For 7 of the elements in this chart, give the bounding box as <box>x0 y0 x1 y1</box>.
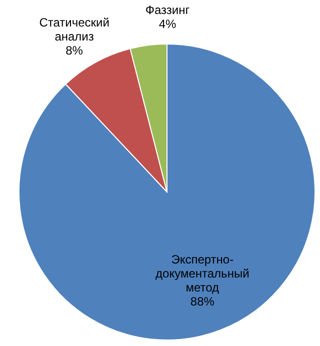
data-label: 88% <box>190 294 215 309</box>
slice-label: Статический анализ <box>39 16 110 44</box>
pie-slice <box>18 44 316 340</box>
slice-label: Фаззинг <box>145 2 190 17</box>
slice-label: Экспертно-документальный метод <box>156 252 250 295</box>
data-label: 8% <box>66 44 84 58</box>
data-label: 4% <box>158 16 176 31</box>
